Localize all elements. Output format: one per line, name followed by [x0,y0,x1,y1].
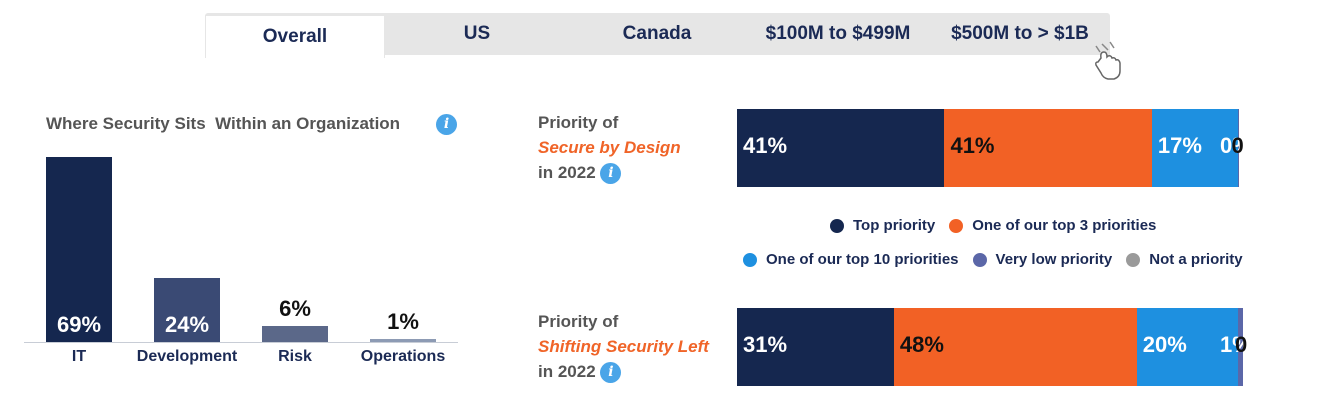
bar-value-label: 24% [164,312,210,337]
category-label: Operations [360,348,446,365]
legend-dot [949,218,964,233]
bar-value-label: 1% [387,309,419,335]
legend-item: Top priority [830,217,935,234]
title-year: in 2022 [538,362,596,381]
stack-segment [1237,308,1243,386]
stack-segment-label: 31% [743,332,788,357]
stack-segment [737,109,945,187]
title-highlight: Secure by Design [538,138,681,157]
stack-segment [737,308,894,386]
title-year: in 2022 [538,163,596,182]
stack-segment [1151,109,1238,187]
bar-value-label: 6% [279,295,311,321]
legend-dot [830,218,844,233]
stack-segment [944,109,1152,187]
legend-label: Very low priority [995,251,1113,268]
tab-overall[interactable]: Overall [205,15,385,58]
legend-item: Not a priority [1126,251,1243,268]
title-suffix: in 2022 i [538,160,681,185]
stack-segment-label: 41% [743,133,788,158]
info-icon[interactable]: i [600,362,622,384]
legend-item: Very low priority [972,251,1113,268]
stack-segment [893,308,1137,386]
stack-segment-label: 1% [1219,332,1252,357]
tab-500m-to-1b[interactable]: $500M to > $1B [951,23,1089,44]
axis-line [24,342,458,343]
legend-dot [972,252,987,267]
stack-segment-label: 20% [1142,332,1187,357]
stack-segment-label: 0 [1231,133,1244,158]
title-suffix: in 2022 i [538,359,709,384]
stack-segment-label: 17% [1157,133,1202,158]
bar-operations [370,339,436,342]
stack-segment-label: 41% [950,133,995,158]
bar-value-label: 69% [56,312,102,337]
category-label: IT [71,348,87,365]
pointer-hand-icon [1095,41,1121,80]
legend-item: One of our top 10 priorities [743,251,959,268]
stack-segment-label: 0 [1235,332,1248,357]
stack-segment-label: 0% [1219,133,1252,158]
legend-dot [1126,252,1141,267]
legend-row-2: One of our top 10 priorities Very low pr… [743,251,1257,268]
stack-segment [1237,109,1240,187]
tab-us[interactable]: US [463,23,491,44]
tab-canada[interactable]: Canada [622,23,692,44]
stack-segment-label: 48% [899,332,944,357]
title-highlight: Shifting Security Left [538,337,709,356]
legend-label: Not a priority [1149,251,1243,268]
legend-dot [743,252,757,267]
category-label: Development [136,348,238,365]
secure-by-design-title: Priority of Secure by Design in 2022 i [538,110,681,185]
legend-row-1: Top priority One of our top 3 priorities [830,217,1170,234]
tab-bar: Overall US Canada $100M to $499M $500M t… [205,13,1110,58]
bar-risk [262,325,328,342]
bar-development [154,277,220,342]
category-label: Risk [278,348,312,365]
legend-label: Top priority [853,217,936,234]
legend-item: One of our top 3 priorities [949,217,1156,234]
shifting-security-left-title: Priority of Shifting Security Left in 20… [538,309,709,384]
tab-100m-to-499m[interactable]: $100M to $499M [765,23,911,44]
title-prefix: Priority of [538,113,619,132]
bar-it [46,157,112,342]
legend-label: One of our top 3 priorities [972,217,1157,234]
info-icon[interactable]: i [436,114,457,135]
legend-label: One of our top 10 priorities [766,251,959,268]
info-icon[interactable]: i [600,163,622,185]
title-prefix: Priority of [538,312,619,331]
stack-segment [1136,308,1238,386]
org-chart-title: Where Security Sits Within an Organizati… [46,114,401,133]
